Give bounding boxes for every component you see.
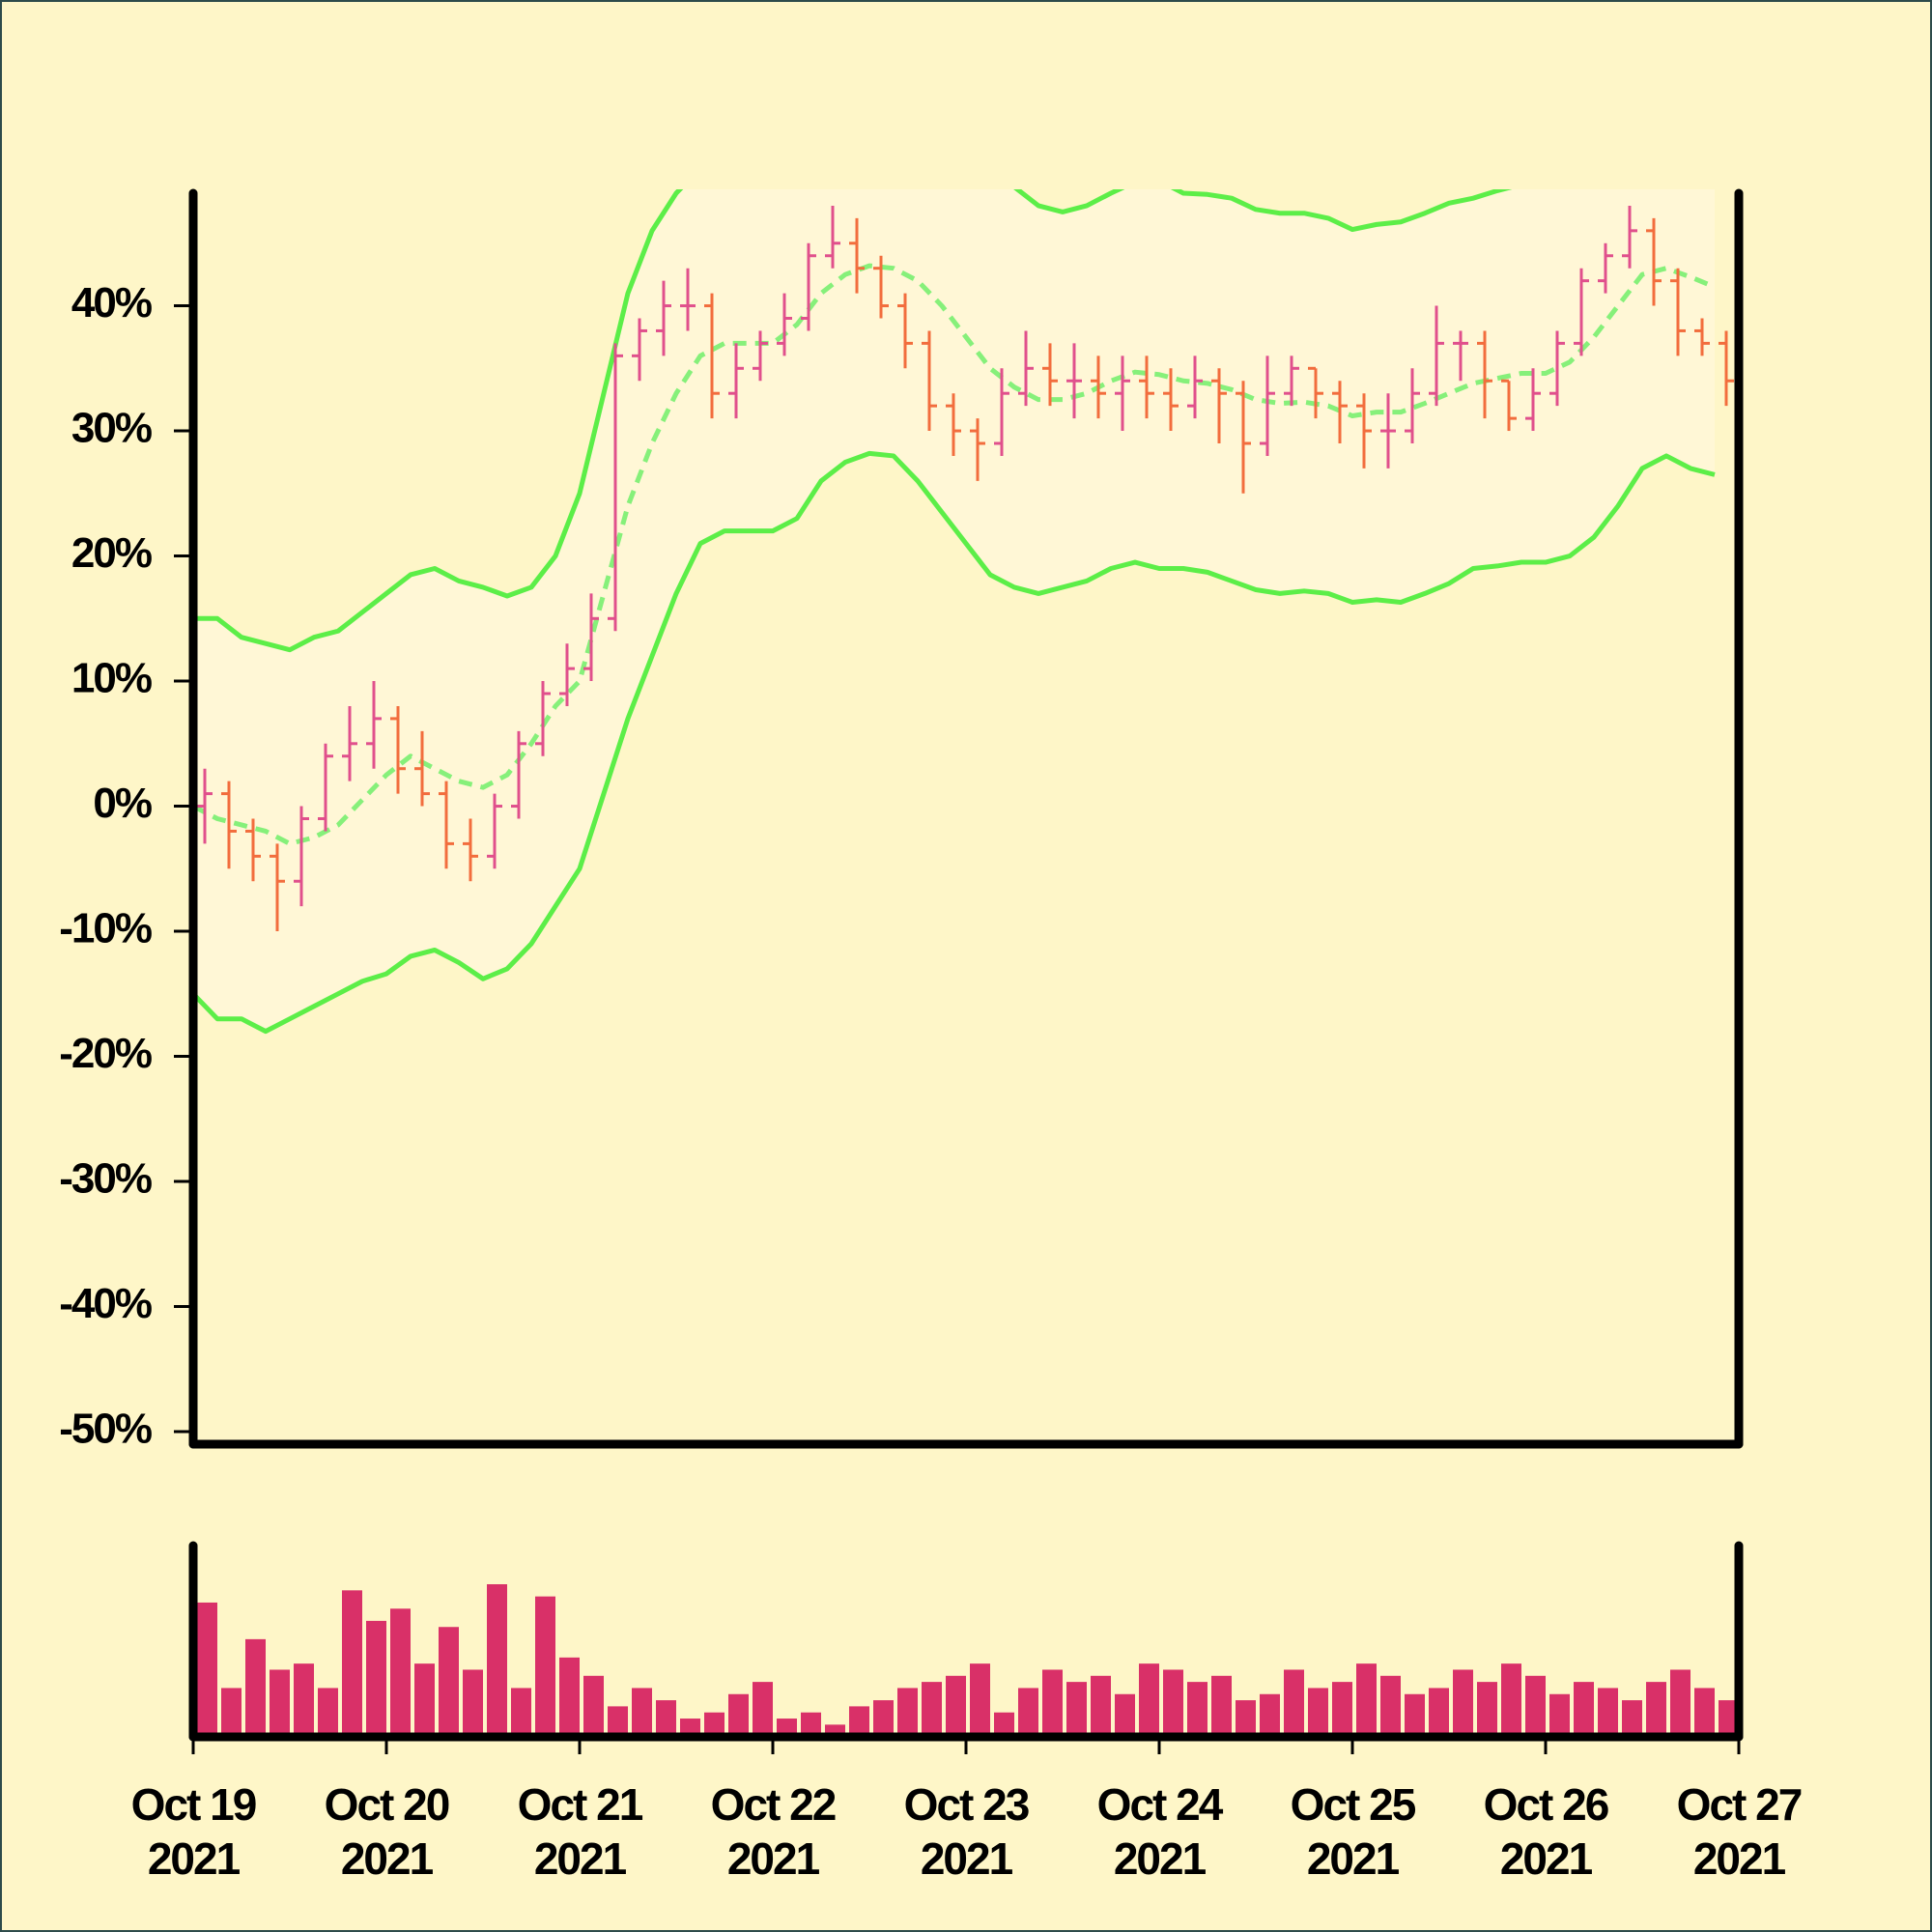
volume-bar — [680, 1719, 700, 1737]
volume-bar — [1670, 1669, 1690, 1737]
volume-bar — [1018, 1688, 1038, 1737]
volume-bar — [704, 1712, 724, 1737]
volume-bar — [1042, 1669, 1063, 1737]
y-tick-label: 20% — [71, 529, 152, 577]
volume-bar — [221, 1688, 242, 1737]
volume-bar — [1356, 1663, 1377, 1737]
volume-bar — [1574, 1682, 1594, 1737]
volume-bar — [946, 1675, 966, 1737]
y-tick-label: -20% — [59, 1030, 152, 1077]
volume-bar — [294, 1663, 314, 1737]
volume-bar — [487, 1584, 507, 1737]
y-tick-label: -40% — [59, 1280, 152, 1327]
volume-bar — [583, 1675, 604, 1737]
volume-bar — [970, 1663, 990, 1737]
volume-bar — [1284, 1669, 1304, 1737]
volume-bar — [656, 1700, 676, 1737]
volume-bar — [728, 1693, 749, 1737]
volume-bar — [197, 1602, 217, 1737]
volume-bar — [1115, 1693, 1135, 1737]
y-tick-label: 10% — [71, 655, 152, 702]
volume-bar — [270, 1669, 290, 1737]
volume-bar — [849, 1706, 869, 1737]
volume-bar — [1211, 1675, 1232, 1737]
volume-bar — [559, 1657, 580, 1737]
volume-bar — [1163, 1669, 1183, 1737]
volume-bar — [994, 1712, 1014, 1737]
volume-bar — [1719, 1700, 1739, 1737]
volume-bar — [366, 1620, 386, 1737]
y-tick-label: 40% — [71, 279, 152, 327]
x-tick-label: Oct 25 2021 — [1290, 1779, 1417, 1884]
volume-bar — [439, 1627, 459, 1737]
x-tick-label: Oct 23 2021 — [903, 1779, 1031, 1884]
volume-bar — [873, 1700, 894, 1737]
y-tick-label: -30% — [59, 1155, 152, 1203]
volume-bar — [1405, 1693, 1425, 1737]
x-tick-label: Oct 19 2021 — [130, 1779, 258, 1884]
volume-bar — [1549, 1693, 1570, 1737]
volume-bar — [801, 1712, 821, 1737]
volume-bar — [1332, 1682, 1352, 1737]
band-fill — [193, 189, 1715, 1032]
volume-bar — [922, 1682, 942, 1737]
volume-bar — [1236, 1700, 1256, 1737]
volume-bar — [608, 1706, 628, 1737]
band-lower — [193, 450, 1716, 1035]
volume-bar — [897, 1688, 918, 1737]
x-tick-label: Oct 20 2021 — [324, 1779, 451, 1884]
volume-bar — [414, 1663, 435, 1737]
volume-bar — [777, 1719, 797, 1737]
x-tick-label: Oct 27 2021 — [1676, 1779, 1804, 1884]
volume-bar — [535, 1596, 555, 1737]
volume-bar — [1380, 1675, 1401, 1737]
volume-bar — [1694, 1688, 1715, 1737]
volume-bar — [1429, 1688, 1449, 1737]
y-tick-label: -50% — [59, 1406, 152, 1453]
volume-bar — [1139, 1663, 1159, 1737]
volume-bar — [1622, 1700, 1642, 1737]
y-tick-label: 30% — [71, 405, 152, 452]
volume-bar — [1066, 1682, 1087, 1737]
volume-bar — [1598, 1688, 1618, 1737]
x-tick-label: Oct 21 2021 — [517, 1779, 644, 1884]
volume-bar — [318, 1688, 338, 1737]
volume-bar — [1260, 1693, 1280, 1737]
band-middle — [193, 263, 1716, 846]
x-tick-label: Oct 24 2021 — [1096, 1779, 1224, 1884]
y-tick-label: 0% — [93, 780, 151, 827]
y-tick-label: -10% — [59, 905, 152, 952]
x-tick-label: Oct 26 2021 — [1483, 1779, 1610, 1884]
volume-bar — [753, 1682, 773, 1737]
volume-bar — [1501, 1663, 1521, 1737]
volume-bar — [342, 1590, 362, 1737]
volume-bar — [463, 1669, 483, 1737]
volume-bar — [1646, 1682, 1666, 1737]
band-upper — [193, 189, 1513, 653]
volume-bar — [1091, 1675, 1111, 1737]
volume-bar — [511, 1688, 531, 1737]
volume-bar — [1477, 1682, 1497, 1737]
x-tick-label: Oct 22 2021 — [710, 1779, 838, 1884]
volume-bar — [245, 1638, 266, 1737]
volume-bar — [1453, 1669, 1473, 1737]
volume-bar — [1525, 1675, 1546, 1737]
volume-bar — [390, 1608, 411, 1737]
volume-bar — [632, 1688, 652, 1737]
volume-bar — [1187, 1682, 1208, 1737]
volume-bar — [1308, 1688, 1328, 1737]
